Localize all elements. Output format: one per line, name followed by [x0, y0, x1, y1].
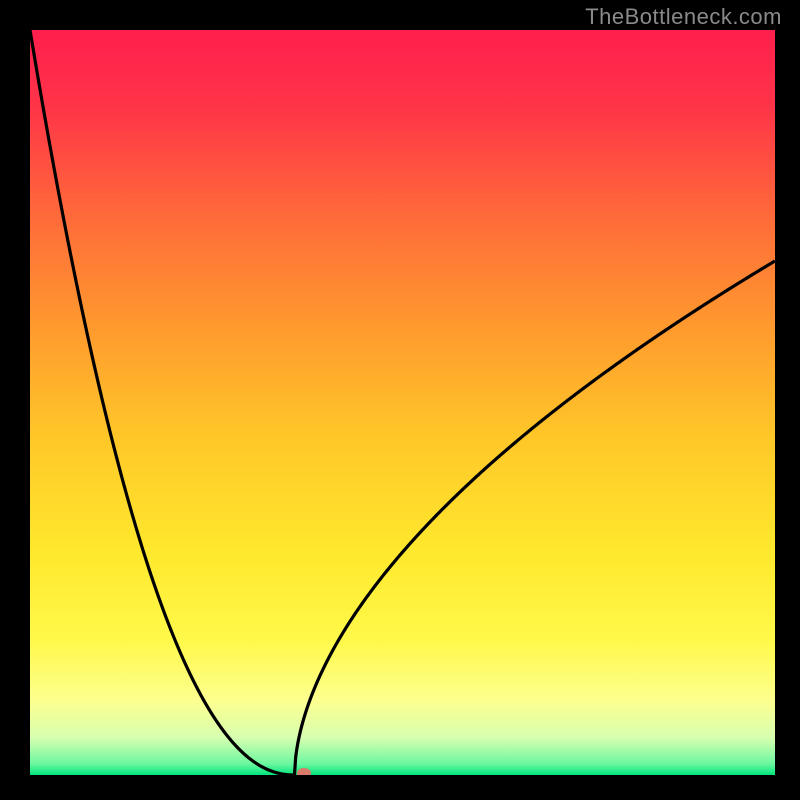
curve-path — [30, 30, 775, 775]
bottleneck-curve — [30, 30, 775, 775]
watermark-text: TheBottleneck.com — [585, 4, 782, 30]
plot-area — [30, 30, 775, 775]
optimal-point-marker — [297, 768, 311, 775]
